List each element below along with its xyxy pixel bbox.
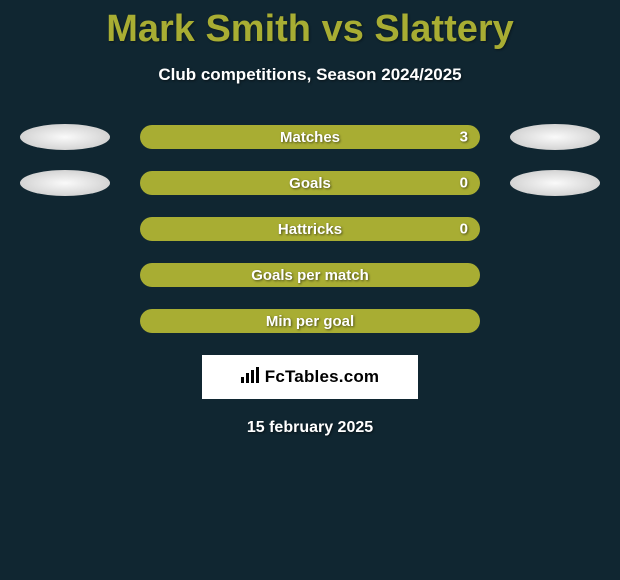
brand-text: FcTables.com [241,367,380,387]
stat-row: Hattricks 0 [0,217,620,241]
stat-row: Matches 3 [0,125,620,149]
stat-row: Min per goal [0,309,620,333]
stat-row: Goals per match [0,263,620,287]
brand-label: FcTables.com [265,367,380,386]
brand-badge: FcTables.com [202,355,418,399]
stats-rows: Matches 3 Goals 0 Hattricks 0 Goals per … [0,125,620,333]
stat-bar-matches: Matches 3 [140,125,480,149]
stat-bar-hattricks: Hattricks 0 [140,217,480,241]
stat-bar-min-per-goal: Min per goal [140,309,480,333]
stat-bar-goals-per-match: Goals per match [140,263,480,287]
stat-value: 0 [460,221,468,238]
footer-date: 15 february 2025 [0,419,620,437]
stat-value: 0 [460,175,468,192]
left-ellipse [20,124,110,150]
stat-label: Goals per match [251,267,369,284]
stat-label: Matches [280,129,340,146]
stat-label: Min per goal [266,313,354,330]
stat-label: Goals [289,175,331,192]
brand-bars-icon [241,367,263,383]
stat-label: Hattricks [278,221,342,238]
page-title: Mark Smith vs Slattery [0,0,620,51]
stat-value: 3 [460,129,468,146]
stat-row: Goals 0 [0,171,620,195]
right-ellipse [510,124,600,150]
page-subtitle: Club competitions, Season 2024/2025 [0,65,620,85]
stat-bar-goals: Goals 0 [140,171,480,195]
left-ellipse [20,170,110,196]
right-ellipse [510,170,600,196]
